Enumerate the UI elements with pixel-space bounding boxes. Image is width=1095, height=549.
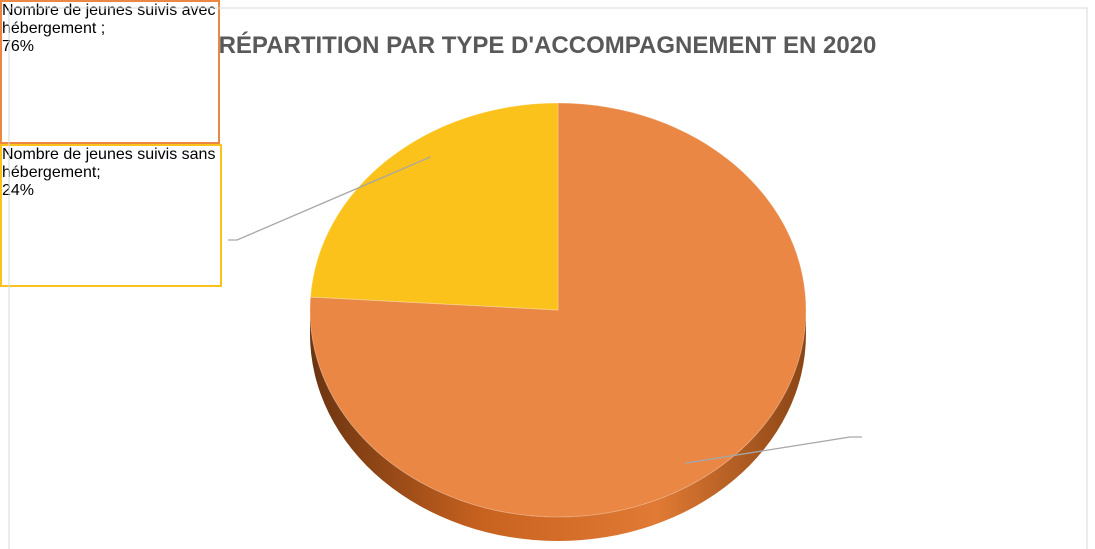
label-category: Nombre de jeunes suivis avec hébergement… bbox=[2, 2, 216, 37]
label-value: 76% bbox=[2, 38, 35, 55]
data-label: Nombre de jeunes suivis sans hébergement… bbox=[0, 144, 222, 287]
chart-title: RÉPARTITION PAR TYPE D'ACCOMPAGNEMENT EN… bbox=[218, 32, 877, 59]
leader-line bbox=[685, 436, 862, 464]
leader-line bbox=[228, 156, 431, 241]
pie-slice bbox=[309, 102, 807, 518]
chart-border bbox=[8, 7, 1088, 549]
label-category: Nombre de jeunes suivis sans hébergement… bbox=[2, 146, 216, 181]
data-label: Nombre de jeunes suivis avec hébergement… bbox=[0, 0, 220, 144]
pie-slice bbox=[309, 102, 559, 311]
label-value: 24% bbox=[2, 182, 35, 199]
